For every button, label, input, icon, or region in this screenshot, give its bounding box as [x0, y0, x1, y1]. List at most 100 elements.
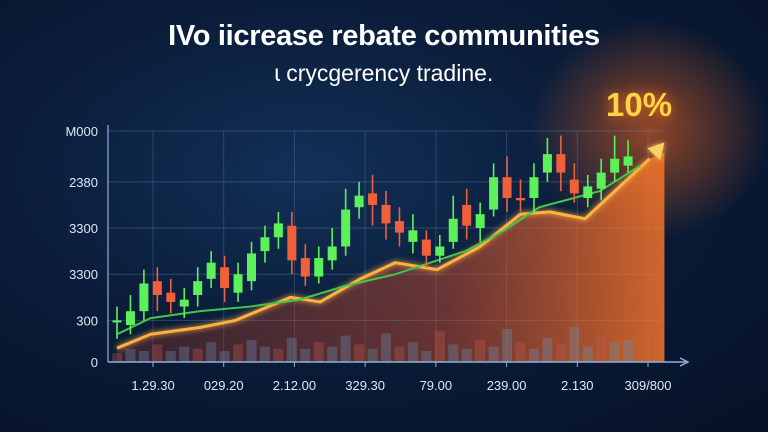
- candle-body: [112, 320, 122, 323]
- candle-body: [327, 246, 337, 261]
- volume-bar: [340, 335, 351, 362]
- axes: [107, 125, 690, 367]
- volume-bar: [502, 329, 513, 362]
- x-axis-labels: 1.29.30 029.20 2.12.00 329.30 79.00 239.00 2.1…: [131, 378, 671, 393]
- x-tick-label: 329.30: [345, 378, 385, 393]
- volume-bar: [582, 346, 593, 362]
- candle: [569, 163, 579, 203]
- candle-body: [193, 281, 203, 296]
- candle-body: [583, 186, 593, 198]
- candle-body: [152, 281, 162, 296]
- candle: [179, 288, 189, 319]
- volume-bar: [112, 353, 122, 362]
- volume-bar: [515, 342, 526, 362]
- candle: [327, 228, 337, 270]
- volume-bar: [448, 344, 459, 362]
- y-tick-label: M000: [65, 124, 98, 139]
- candle-body: [300, 258, 310, 277]
- trend-arrow-icon: [647, 142, 665, 161]
- volume-bar: [381, 333, 391, 362]
- volume-bar: [394, 346, 405, 362]
- candle-body: [529, 177, 539, 198]
- volume-bar: [273, 348, 284, 362]
- candle-body: [542, 154, 552, 173]
- y-tick-label: 3300: [69, 267, 98, 282]
- volume-bar: [488, 346, 499, 362]
- candle-body: [179, 299, 189, 307]
- candle: [516, 179, 525, 212]
- x-tick-label: 239.00: [487, 378, 527, 393]
- volume-bar: [125, 348, 136, 362]
- y-tick-label: 3300: [69, 221, 98, 236]
- candle-body: [435, 246, 445, 256]
- candle-body: [556, 154, 566, 173]
- candle: [314, 246, 324, 284]
- volume-bar: [555, 344, 566, 362]
- candle-body: [354, 195, 364, 208]
- candle: [273, 211, 283, 249]
- candle: [368, 174, 378, 226]
- candle: [300, 244, 310, 286]
- candle-body: [623, 156, 633, 166]
- candle: [623, 140, 633, 173]
- candle-body: [381, 204, 391, 224]
- candle: [247, 241, 256, 291]
- candle-body: [448, 218, 458, 242]
- candle: [408, 214, 418, 254]
- candles: [112, 135, 633, 339]
- candle: [610, 135, 620, 182]
- candle-body: [394, 221, 404, 233]
- candle: [233, 262, 243, 302]
- volume-bar: [179, 346, 190, 362]
- volume-bar: [192, 348, 203, 362]
- volume-bar: [569, 326, 580, 362]
- candle: [287, 211, 297, 275]
- volume-bar: [138, 351, 149, 362]
- candle: [462, 188, 472, 240]
- candle: [112, 306, 122, 339]
- candle: [206, 251, 216, 289]
- volume-bar: [542, 337, 553, 362]
- candle-body: [247, 253, 256, 282]
- candle-body: [341, 209, 351, 247]
- page-title: IVo iicrease rebate communities: [168, 20, 600, 52]
- candle: [394, 207, 404, 247]
- candle: [583, 174, 593, 208]
- volume-bar: [313, 342, 324, 362]
- volume-bar: [475, 340, 486, 362]
- candle-body: [287, 225, 297, 261]
- candle-body: [596, 172, 606, 189]
- volume-bar: [233, 344, 244, 362]
- candle-body: [489, 177, 499, 210]
- candle-body: [421, 239, 431, 256]
- moving-average-line: [116, 164, 641, 336]
- volume-bar: [165, 351, 176, 362]
- x-tick-label: 2.12.00: [273, 378, 316, 393]
- candle-body: [220, 267, 230, 289]
- candle-body: [475, 214, 485, 229]
- candle: [220, 255, 230, 302]
- candle-body: [368, 193, 378, 205]
- x-tick-label: 029.20: [204, 378, 244, 393]
- trend-area: [117, 152, 665, 362]
- candle: [435, 234, 445, 263]
- glow-effect: [530, 20, 768, 240]
- candle: [139, 269, 149, 321]
- volume-bar: [407, 342, 418, 362]
- y-tick-label: 0: [91, 355, 98, 370]
- candle: [556, 135, 566, 192]
- candle-body: [233, 274, 243, 293]
- candle: [421, 230, 431, 268]
- volume-bar: [246, 340, 257, 362]
- x-tick-label: 1.29.30: [131, 378, 174, 393]
- candle-body: [569, 179, 579, 194]
- volume-bar: [286, 337, 297, 362]
- x-tick-label: 309/800: [625, 378, 672, 393]
- candle: [542, 137, 552, 182]
- candle-body: [462, 204, 472, 226]
- volume-bar: [354, 344, 365, 362]
- y-axis-labels: M000 2380 3300 3300 300 0: [65, 124, 98, 370]
- trend-line: [116, 157, 651, 350]
- candle-body: [166, 292, 176, 302]
